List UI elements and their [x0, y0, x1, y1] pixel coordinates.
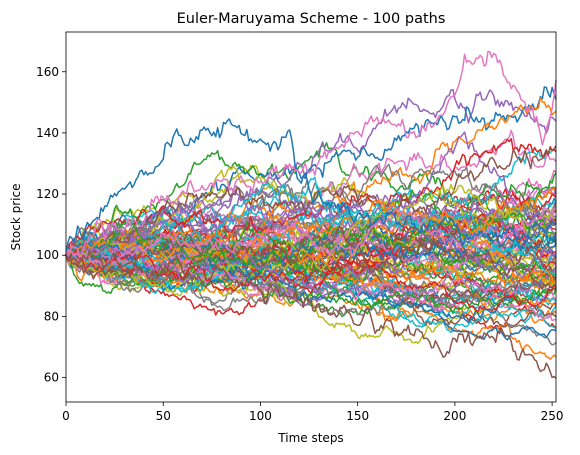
x-tick-label: 0 [62, 409, 70, 423]
path-line [65, 199, 557, 287]
path-line [65, 219, 557, 315]
path-line [65, 220, 557, 266]
y-axis: 60 80 100 120 140 160 [36, 65, 66, 385]
highlighted-path-line [65, 249, 557, 379]
path-line [65, 206, 557, 266]
chart-title: Euler-Maruyama Scheme - 100 paths [177, 11, 446, 27]
x-tick-label: 250 [541, 409, 564, 423]
path-line [65, 148, 557, 271]
path-line [65, 176, 557, 269]
x-axis: 0 50 100 150 200 250 [62, 402, 564, 423]
y-tick-label: 140 [36, 126, 59, 140]
highlighted-path-line [65, 50, 557, 259]
path-line [65, 183, 557, 294]
y-tick-label: 60 [44, 371, 59, 385]
path-line [65, 215, 557, 287]
path-line [65, 252, 557, 311]
x-tick-label: 150 [346, 409, 369, 423]
y-tick-label: 80 [44, 309, 59, 323]
path-line [65, 242, 557, 286]
path-line [65, 185, 557, 256]
x-tick-label: 50 [156, 409, 171, 423]
path-line [65, 145, 557, 258]
y-tick-label: 160 [36, 65, 59, 79]
x-tick-label: 200 [443, 409, 466, 423]
path-line [65, 249, 557, 312]
y-tick-label: 100 [36, 248, 59, 262]
plot-frame [65, 31, 557, 403]
highlighted-path-line [65, 118, 557, 256]
path-line [65, 226, 557, 291]
x-tick-label: 100 [249, 409, 272, 423]
paths-group [65, 50, 557, 379]
y-axis-label: Stock price [9, 184, 23, 251]
y-tick-label: 120 [36, 187, 59, 201]
x-axis-label: Time steps [277, 431, 343, 445]
